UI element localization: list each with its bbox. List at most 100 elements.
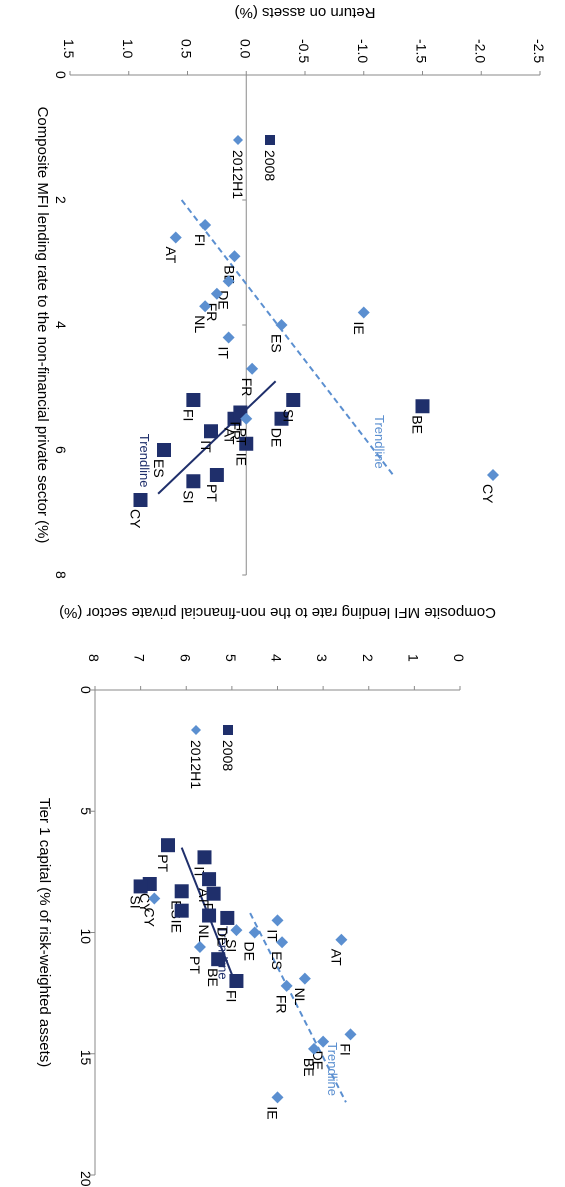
point-label: BE: [410, 415, 426, 434]
point-2012h1-pt: [193, 941, 206, 954]
trendline-2012h1: [180, 199, 394, 476]
y-tick-label: 4: [269, 654, 285, 662]
point-2012h1-fi: [344, 1028, 357, 1041]
point-2012h1-ie: [357, 306, 370, 319]
y-tick-label: 0.5: [179, 39, 195, 59]
point-label: ES: [269, 951, 285, 970]
point-label: CY: [128, 509, 144, 529]
point-2008-be: [415, 399, 430, 414]
point-2008-fi: [229, 974, 244, 988]
point-2012h1-nl: [298, 972, 311, 985]
point-label: AT: [163, 247, 179, 264]
point-label: SI: [280, 409, 296, 422]
point-label: NL: [196, 925, 212, 943]
trendline-label: Trendline: [372, 415, 387, 469]
point-label: DE: [310, 1051, 326, 1070]
point-2008-si: [286, 393, 301, 407]
point-label: PT: [204, 484, 220, 502]
x-tick-label: 8: [53, 571, 69, 579]
point-2008-si: [133, 879, 148, 894]
trendline-label: Trendline: [137, 434, 152, 488]
legend-marker-2008: [265, 135, 275, 145]
legend-marker-2012h1: [191, 725, 201, 735]
y-axis-title: Composite MFI lending rate to the non-fi…: [59, 604, 496, 621]
point-2012h1-de: [248, 926, 261, 939]
point-2012h1-de: [317, 1035, 330, 1048]
roa-vs-lending-rate-chart: -2.5 -2.0 -1.5 -1.0 -0.5 0.0 0.5 1.0 1.5 0 2 4 6 8 Ret…: [34, 4, 547, 579]
legend-marker-2012h1: [233, 135, 243, 145]
point-label: FR: [239, 378, 255, 397]
legend-label: 2012H1: [188, 740, 204, 789]
point-2012h1-cy: [148, 892, 161, 905]
y-tick-label: -1.5: [414, 39, 430, 63]
point-label: BE: [301, 1058, 317, 1077]
point-label: IT: [198, 440, 214, 453]
point-2008-pt: [209, 468, 224, 482]
point-2012h1-de: [222, 275, 235, 288]
legend-label: 2008: [220, 740, 236, 771]
point-2012h1-at: [335, 933, 348, 946]
point-2012h1-pt: [240, 412, 253, 425]
point-2012h1-fi: [199, 219, 212, 231]
x-tick-label: 2: [53, 196, 69, 204]
point-label: CY: [480, 484, 496, 504]
point-2008-pt: [161, 838, 175, 853]
point-label: PT: [233, 428, 249, 446]
x-tick-label: 15: [78, 1050, 94, 1066]
x-axis-title: Tier 1 capital (% of risk-weighted asset…: [36, 798, 53, 1068]
point-2012h1-be: [228, 250, 241, 263]
point-label: BE: [205, 968, 221, 987]
point-label: IE: [265, 1106, 281, 1119]
point-label: PT: [187, 956, 203, 974]
y-tick-label: 1.0: [120, 39, 136, 59]
point-label: NL: [192, 315, 208, 333]
point-2012h1-nl: [199, 300, 212, 313]
x-tick-label: 20: [78, 1171, 94, 1187]
point-label: SI: [128, 895, 144, 908]
point-label: PT: [155, 854, 171, 872]
y-tick-label: 0.0: [237, 39, 253, 59]
point-label: FI: [223, 990, 239, 1002]
y-tick-label: 7: [132, 654, 148, 662]
y-tick-label: -1.0: [355, 39, 371, 63]
point-2012h1-fr: [280, 979, 293, 992]
point-2012h1-fr: [210, 287, 223, 300]
point-label: IT: [265, 929, 281, 942]
trendline-label: Trendline: [325, 1042, 340, 1096]
y-tick-label: 1: [405, 654, 421, 662]
point-label: ES: [269, 334, 285, 353]
point-2012h1-at: [169, 231, 182, 244]
y-tick-label: 0: [451, 654, 467, 662]
point-label: CY: [141, 908, 157, 928]
y-tick-label: -0.5: [296, 39, 312, 63]
x-tick-label: 0: [78, 686, 94, 694]
point-2008-si: [186, 474, 201, 489]
x-tick-label: 6: [53, 446, 69, 454]
point-2008-ie: [239, 436, 254, 451]
point-label: NL: [292, 988, 308, 1006]
x-tick-label: 10: [78, 929, 94, 945]
lending-rate-vs-tier1-chart: 0 1 2 3 4 5 6 7 8 0 5 10 15 20 Composite MFI lending r…: [36, 604, 496, 1187]
y-tick-label: -2.5: [531, 39, 547, 63]
point-2008-es: [174, 884, 189, 899]
legend-marker-2008: [223, 725, 233, 735]
y-tick-label: -2.0: [472, 39, 488, 63]
point-label: DE: [269, 428, 285, 447]
legend-label: 2012H1: [230, 150, 246, 199]
point-2012h1-fr: [246, 362, 259, 375]
point-2012h1-es: [275, 319, 288, 331]
point-2012h1-es: [276, 936, 289, 949]
point-2008-fi: [186, 393, 201, 407]
point-label: IT: [216, 347, 232, 360]
point-2012h1-cy: [487, 469, 499, 481]
trendline-2012h1: [249, 912, 347, 1103]
point-label: IE: [169, 920, 185, 933]
point-2008-it: [204, 424, 218, 439]
x-tick-label: 4: [53, 321, 69, 329]
point-label: CY: [137, 893, 153, 913]
y-tick-label: 8: [86, 654, 102, 662]
point-2008-cy: [133, 493, 148, 507]
point-2012h1-ie: [271, 1091, 284, 1104]
point-label: FR: [227, 422, 243, 441]
